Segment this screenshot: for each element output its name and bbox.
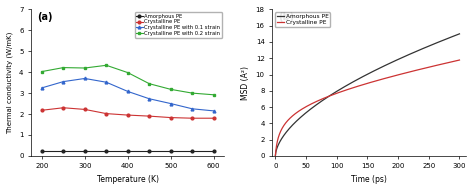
Crystalline PE [146, 115, 152, 117]
Crystalline PE [416, 68, 422, 71]
Crystalline PE with 0.2 strain [146, 83, 152, 85]
Amorphous PE [125, 150, 131, 152]
Y-axis label: MSD (A²): MSD (A²) [241, 66, 250, 100]
Crystalline PE [456, 59, 462, 61]
Crystalline PE [190, 117, 195, 119]
Crystalline PE with 0.2 strain [39, 70, 45, 73]
Crystalline PE [39, 109, 45, 111]
Crystalline PE [168, 117, 173, 119]
Amorphous PE [273, 155, 278, 157]
Crystalline PE [399, 73, 405, 75]
Crystalline PE with 0.2 strain [190, 92, 195, 94]
Amorphous PE [190, 150, 195, 152]
Crystalline PE [419, 68, 425, 70]
Line: Amorphous PE: Amorphous PE [275, 34, 459, 156]
Text: (b): (b) [278, 12, 294, 22]
Crystalline PE with 0.1 strain [125, 90, 131, 93]
Line: Crystalline PE: Crystalline PE [40, 106, 215, 120]
Crystalline PE with 0.1 strain [61, 80, 66, 83]
Crystalline PE [125, 114, 131, 116]
Crystalline PE with 0.1 strain [168, 102, 173, 105]
X-axis label: Time (ps): Time (ps) [351, 175, 387, 184]
Legend: Amorphous PE, Crystalline PE, Crystalline PE with 0.1 strain, Crystalline PE wit: Amorphous PE, Crystalline PE, Crystallin… [135, 12, 222, 38]
Crystalline PE with 0.1 strain [103, 81, 109, 83]
Crystalline PE [354, 86, 359, 88]
Crystalline PE [347, 88, 353, 90]
Amorphous PE [82, 150, 88, 152]
Crystalline PE with 0.1 strain [146, 98, 152, 100]
Amorphous PE [354, 79, 359, 81]
Legend: Amorphous PE, Crystalline PE: Amorphous PE, Crystalline PE [275, 12, 330, 27]
Y-axis label: Thermal conductivity (W/mK): Thermal conductivity (W/mK) [7, 32, 13, 134]
Crystalline PE with 0.1 strain [211, 110, 217, 112]
Amorphous PE [347, 83, 353, 85]
Amorphous PE [292, 122, 297, 125]
Amorphous PE [399, 57, 405, 59]
Text: (a): (a) [37, 12, 53, 22]
Crystalline PE with 0.1 strain [39, 87, 45, 89]
Crystalline PE [82, 108, 88, 111]
Crystalline PE with 0.2 strain [168, 88, 173, 91]
Crystalline PE [61, 107, 66, 109]
Crystalline PE with 0.2 strain [211, 94, 217, 96]
Amorphous PE [61, 150, 66, 152]
X-axis label: Temperature (K): Temperature (K) [97, 175, 159, 184]
Crystalline PE [292, 113, 297, 116]
Crystalline PE [103, 112, 109, 115]
Line: Crystalline PE: Crystalline PE [275, 60, 459, 156]
Amorphous PE [416, 49, 422, 51]
Crystalline PE with 0.2 strain [61, 66, 66, 69]
Crystalline PE with 0.2 strain [82, 67, 88, 69]
Amorphous PE [146, 150, 152, 152]
Crystalline PE [273, 155, 278, 157]
Crystalline PE [211, 117, 217, 119]
Amorphous PE [419, 48, 425, 50]
Crystalline PE with 0.2 strain [103, 64, 109, 66]
Line: Crystalline PE with 0.1 strain: Crystalline PE with 0.1 strain [40, 77, 215, 112]
Amorphous PE [211, 150, 217, 152]
Crystalline PE with 0.1 strain [82, 77, 88, 80]
Amorphous PE [168, 150, 173, 152]
Crystalline PE with 0.1 strain [190, 108, 195, 110]
Amorphous PE [456, 33, 462, 35]
Line: Amorphous PE: Amorphous PE [40, 150, 215, 153]
Amorphous PE [39, 150, 45, 152]
Amorphous PE [103, 150, 109, 152]
Line: Crystalline PE with 0.2 strain: Crystalline PE with 0.2 strain [40, 64, 215, 96]
Crystalline PE with 0.2 strain [125, 71, 131, 74]
